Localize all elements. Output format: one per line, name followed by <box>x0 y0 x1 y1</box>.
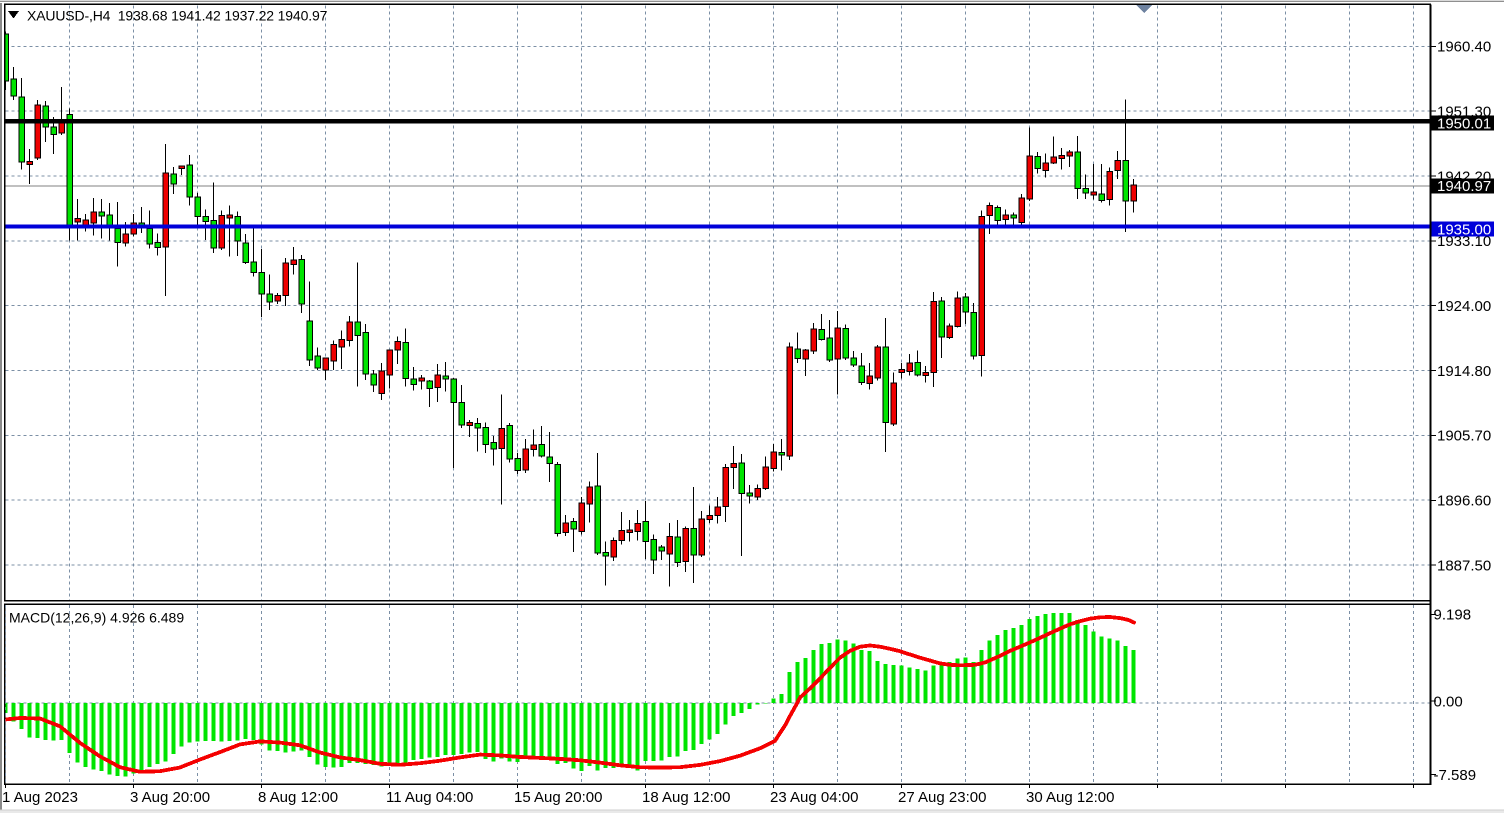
svg-text:1914.80: 1914.80 <box>1437 363 1491 380</box>
svg-text:-7.589: -7.589 <box>1434 767 1477 784</box>
svg-text:0.00: 0.00 <box>1434 693 1463 710</box>
svg-text:27 Aug 23:00: 27 Aug 23:00 <box>898 789 986 806</box>
svg-text:1933.10: 1933.10 <box>1437 233 1491 250</box>
svg-text:1940.97: 1940.97 <box>1437 178 1491 195</box>
svg-text:1950.01: 1950.01 <box>1437 115 1491 132</box>
svg-text:MACD(12,26,9) 4.926 6.489: MACD(12,26,9) 4.926 6.489 <box>9 610 184 626</box>
svg-text:1924.00: 1924.00 <box>1437 298 1491 315</box>
svg-text:XAUUSD-,H4 1938.68 1941.42 19: XAUUSD-,H4 1938.68 1941.42 1937.22 1940.… <box>27 8 328 24</box>
svg-text:15 Aug 20:00: 15 Aug 20:00 <box>514 789 602 806</box>
svg-text:1 Aug 2023: 1 Aug 2023 <box>2 789 78 806</box>
svg-text:1935.00: 1935.00 <box>1437 221 1491 238</box>
svg-text:30 Aug 12:00: 30 Aug 12:00 <box>1026 789 1114 806</box>
svg-text:18 Aug 12:00: 18 Aug 12:00 <box>642 789 730 806</box>
svg-text:8 Aug 12:00: 8 Aug 12:00 <box>258 789 338 806</box>
svg-text:23 Aug 04:00: 23 Aug 04:00 <box>770 789 858 806</box>
svg-text:1896.60: 1896.60 <box>1437 493 1491 510</box>
svg-text:11 Aug 04:00: 11 Aug 04:00 <box>386 789 473 806</box>
svg-text:1905.70: 1905.70 <box>1437 428 1491 445</box>
svg-text:3 Aug 20:00: 3 Aug 20:00 <box>130 789 210 806</box>
svg-text:1887.50: 1887.50 <box>1437 557 1491 574</box>
svg-text:9.198: 9.198 <box>1434 607 1472 624</box>
svg-text:1960.40: 1960.40 <box>1437 39 1491 56</box>
